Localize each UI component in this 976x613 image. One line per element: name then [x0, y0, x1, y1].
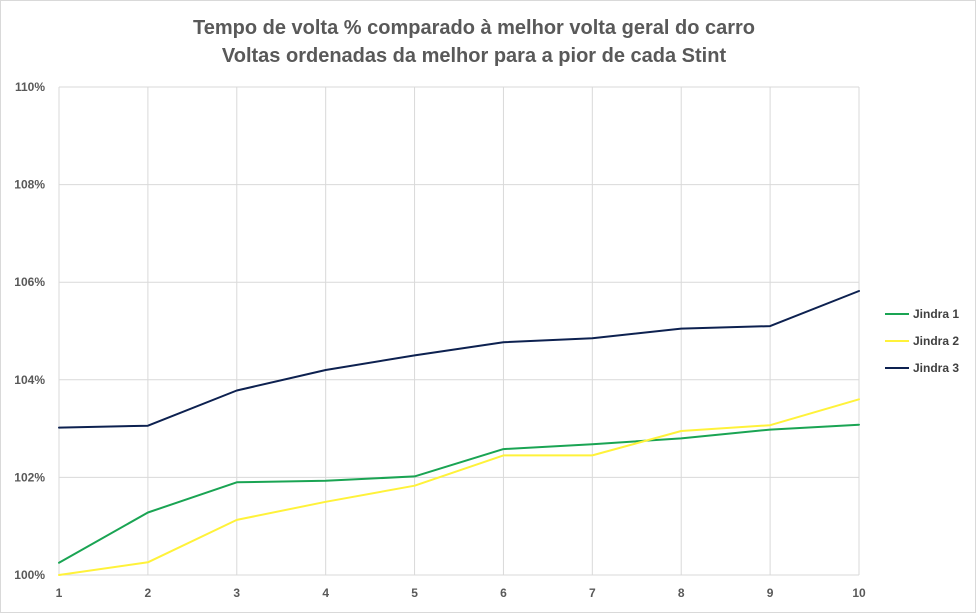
- y-tick-label: 108%: [14, 178, 45, 192]
- series-line-1: [58, 423, 860, 564]
- series-line-3: [58, 290, 860, 429]
- x-tick-label: 7: [589, 586, 596, 600]
- x-tick-label: 1: [56, 586, 63, 600]
- x-tick-label: 6: [500, 586, 507, 600]
- chart-title: Tempo de volta % comparado à melhor volt…: [193, 17, 755, 39]
- x-tick-label: 5: [411, 586, 418, 600]
- x-tick-label: 4: [322, 586, 329, 600]
- y-tick-label: 104%: [14, 373, 45, 387]
- chart-subtitle: Voltas ordenadas da melhor para a pior d…: [221, 45, 727, 67]
- y-tick-label: 110%: [15, 80, 45, 94]
- legend-label-1: Jindra 1: [913, 307, 959, 321]
- legend-label-3: Jindra 3: [913, 361, 959, 375]
- x-tick-label: 10: [852, 586, 866, 600]
- series-line-2: [58, 398, 860, 576]
- y-tick-label: 102%: [14, 470, 45, 484]
- x-tick-label: 2: [145, 586, 152, 600]
- x-tick-label: 8: [678, 586, 685, 600]
- x-tick-label: 3: [233, 586, 240, 600]
- y-tick-label: 100%: [14, 568, 45, 582]
- y-tick-label: 106%: [14, 275, 45, 289]
- legend-label-2: Jindra 2: [913, 334, 959, 348]
- x-tick-label: 9: [767, 586, 774, 600]
- chart-title-block: Tempo de volta % comparado à melhor volt…: [1, 14, 947, 70]
